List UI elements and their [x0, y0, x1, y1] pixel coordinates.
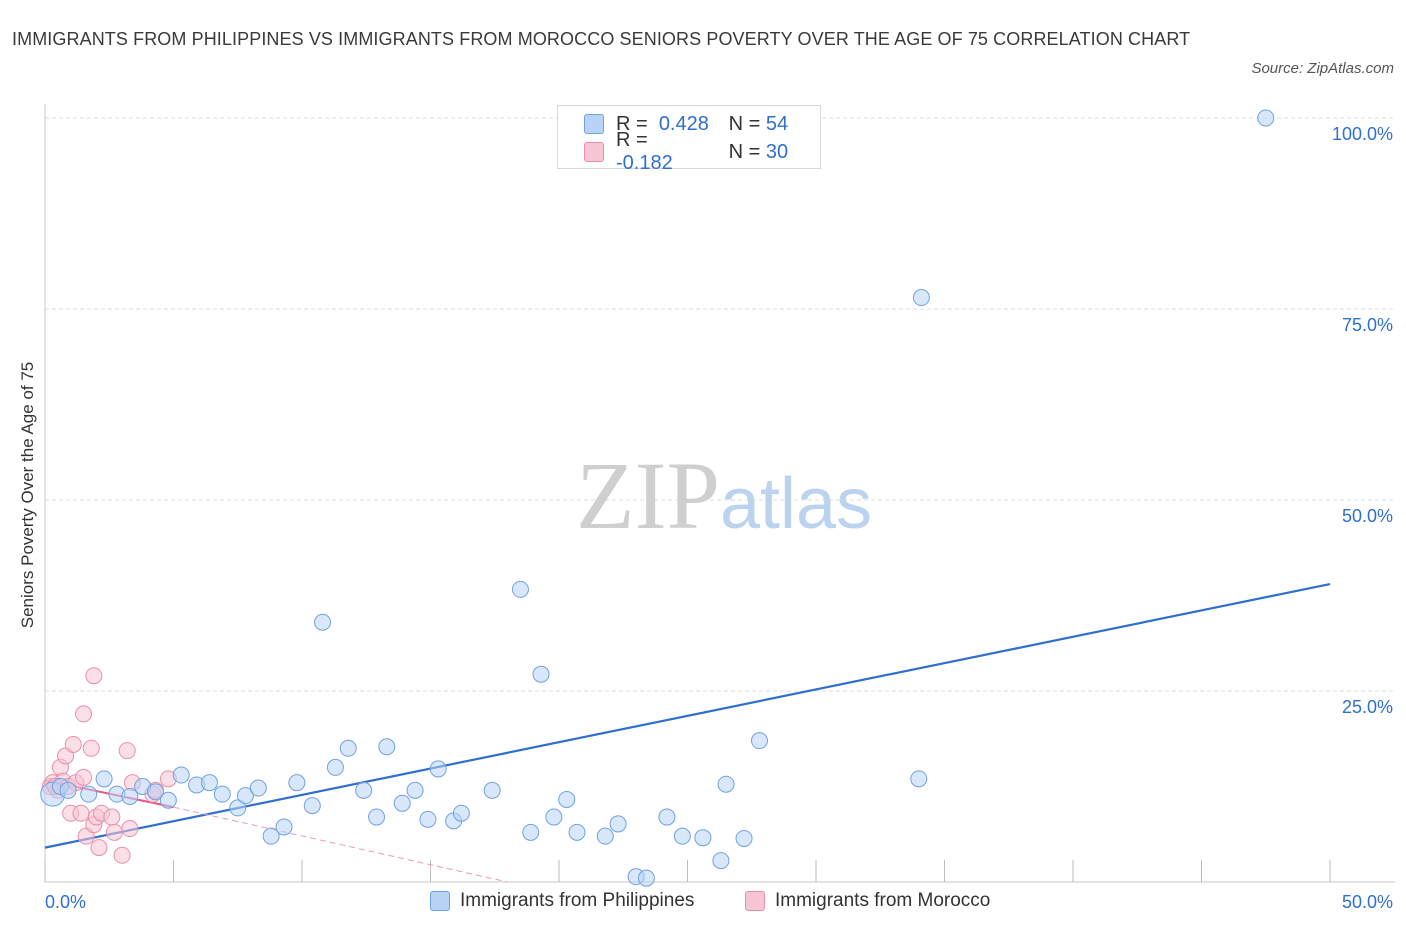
- philippines-point: [275, 818, 293, 836]
- philippines-point: [59, 781, 77, 799]
- morocco-point: [82, 739, 100, 757]
- philippines-point: [147, 783, 165, 801]
- morocco-swatch: [584, 142, 604, 162]
- legend-n-value: 30: [765, 140, 789, 163]
- philippines-point: [910, 770, 928, 788]
- morocco-point: [105, 823, 123, 841]
- philippines-points: [40, 109, 1275, 887]
- morocco-point: [85, 667, 103, 685]
- tick-labels: 25.0% 50.0% 75.0% 100.0% 0.0% 50.0%: [45, 124, 1393, 912]
- morocco-point: [64, 735, 82, 753]
- morocco-point: [113, 846, 131, 864]
- philippines-point: [368, 808, 386, 826]
- philippines-point: [213, 785, 231, 803]
- morocco-swatch: [745, 891, 765, 911]
- morocco-point: [72, 804, 90, 822]
- philippines-point: [326, 758, 344, 776]
- grid-lines: [45, 117, 1395, 692]
- philippines-point: [1257, 109, 1275, 127]
- philippines-point: [673, 827, 691, 845]
- philippines-point: [483, 781, 501, 799]
- philippines-point: [637, 869, 655, 887]
- legend-r-label: R =: [616, 112, 648, 135]
- philippines-point: [95, 770, 113, 788]
- philippines-point: [159, 791, 177, 809]
- y-tick-label: 100.0%: [1332, 124, 1393, 144]
- bottom-legend-label: Immigrants from Philippines: [460, 890, 695, 911]
- morocco-point: [75, 768, 93, 786]
- philippines-point: [717, 775, 735, 793]
- legend-r-value: 0.428: [658, 112, 709, 135]
- legend-n-value: 54: [765, 112, 789, 135]
- philippines-point: [288, 774, 306, 792]
- legend-n-label: N =: [728, 140, 761, 163]
- philippines-point: [522, 823, 540, 841]
- philippines-point: [511, 580, 529, 598]
- morocco-point: [90, 839, 108, 857]
- philippines-point: [303, 797, 321, 815]
- philippines-swatch: [430, 891, 450, 911]
- philippines-point: [712, 852, 730, 870]
- philippines-point: [568, 823, 586, 841]
- philippines-point: [314, 613, 332, 631]
- y-tick-label: 75.0%: [1342, 315, 1393, 335]
- philippines-point: [121, 787, 139, 805]
- philippines-point: [545, 808, 563, 826]
- morocco-point: [75, 705, 93, 723]
- philippines-point: [912, 289, 930, 307]
- philippines-point: [378, 738, 396, 756]
- philippines-point: [339, 739, 357, 757]
- philippines-point: [658, 808, 676, 826]
- philippines-point: [393, 794, 411, 812]
- y-tick-label: 50.0%: [1342, 506, 1393, 526]
- philippines-point: [80, 785, 98, 803]
- correlation-legend: R = 0.428 N = 54 R = -0.182 N = 30: [557, 105, 821, 174]
- philippines-swatch: [584, 114, 604, 134]
- philippines-trend-line: [44, 582, 1331, 849]
- bottom-legend-philippines: Immigrants from Philippines: [430, 890, 694, 912]
- legend-r-label: R =: [616, 129, 648, 151]
- chart-title: IMMIGRANTS FROM PHILIPPINES VS IMMIGRANT…: [12, 29, 1191, 49]
- philippines-point: [200, 774, 218, 792]
- philippines-point: [229, 799, 247, 817]
- philippines-point: [532, 665, 550, 683]
- bottom-legend-label: Immigrants from Morocco: [775, 890, 991, 911]
- legend-n-label: N =: [728, 112, 761, 135]
- philippines-point: [262, 827, 280, 845]
- morocco-point: [118, 742, 136, 760]
- philippines-point: [355, 781, 373, 799]
- watermark-atlas: atlas: [720, 464, 872, 544]
- philippines-point: [406, 781, 424, 799]
- legend-r-value: -0.182: [616, 152, 673, 174]
- philippines-point: [236, 787, 254, 805]
- morocco-point: [103, 808, 121, 826]
- philippines-point: [750, 732, 768, 750]
- philippines-point: [558, 790, 576, 808]
- morocco-trend-extension: [173, 806, 508, 883]
- watermark-zip: ZIP: [576, 442, 720, 549]
- philippines-point: [609, 815, 627, 833]
- axes: [44, 104, 1395, 883]
- legend-row-philippines: R = 0.428 N = 54: [584, 112, 788, 136]
- legend-row-morocco: R = -0.182 N = 30: [584, 129, 789, 174]
- philippines-point: [694, 829, 712, 847]
- philippines-point: [596, 827, 614, 845]
- philippines-point: [419, 810, 437, 828]
- morocco-point: [121, 820, 139, 838]
- philippines-point: [429, 760, 447, 778]
- morocco-points: [41, 667, 177, 864]
- philippines-point: [735, 829, 753, 847]
- y-tick-label: 25.0%: [1342, 697, 1393, 717]
- philippines-point: [249, 779, 267, 797]
- x-tick-label: 50.0%: [1342, 892, 1393, 912]
- x-tick-label: 0.0%: [45, 892, 86, 912]
- source-label: Source: ZipAtlas.com: [1251, 60, 1394, 77]
- bottom-legend-morocco: Immigrants from Morocco: [745, 890, 990, 912]
- philippines-point: [172, 766, 190, 784]
- philippines-point: [452, 804, 470, 822]
